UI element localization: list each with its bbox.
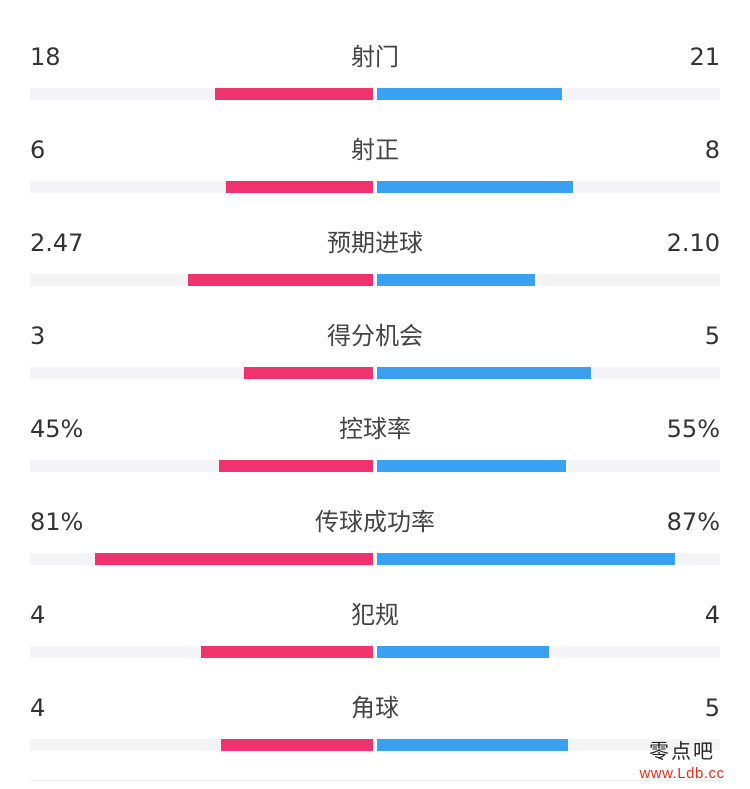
home-bar-track [30, 460, 373, 472]
stat-label: 传球成功率 [315, 508, 435, 536]
stat-row: 4 角球 5 [0, 657, 750, 751]
away-bar-track [377, 460, 720, 472]
stat-row: 3 得分机会 5 [0, 285, 750, 379]
stat-label: 射门 [351, 43, 399, 71]
away-bar-track [377, 646, 720, 658]
stat-label: 预期进球 [327, 229, 423, 257]
home-value: 45% [30, 415, 84, 443]
home-bar-fill [188, 274, 373, 286]
home-bar-track [30, 367, 373, 379]
home-value: 18 [30, 43, 61, 71]
away-bar-track [377, 553, 720, 565]
home-value: 4 [30, 601, 46, 629]
away-value: 55% [666, 415, 720, 443]
home-bar-track [30, 553, 373, 565]
bottom-divider [30, 780, 720, 781]
home-value: 4 [30, 694, 46, 722]
away-value: 4 [704, 601, 720, 629]
watermark-title: 零点吧 [649, 739, 715, 763]
away-bar-fill [377, 460, 566, 472]
home-bar-track [30, 181, 373, 193]
home-bar-track [30, 274, 373, 286]
stat-label: 角球 [351, 694, 399, 722]
away-bar-fill [377, 739, 568, 751]
home-bar-fill [221, 739, 373, 751]
away-bar-track [377, 274, 720, 286]
away-value: 87% [666, 508, 720, 536]
home-bar-fill [226, 181, 373, 193]
away-bar-track [377, 367, 720, 379]
away-bar-fill [377, 367, 591, 379]
away-bar-track [377, 739, 720, 751]
home-value: 2.47 [30, 229, 84, 257]
home-value: 81% [30, 508, 84, 536]
stat-row: 2.47 预期进球 2.10 [0, 192, 750, 286]
away-bar-fill [377, 553, 675, 565]
away-bar-fill [377, 274, 535, 286]
away-bar-fill [377, 646, 549, 658]
home-bar-fill [244, 367, 373, 379]
away-value: 2.10 [666, 229, 720, 257]
site-watermark: 零点吧 www.Ldb.cc [622, 738, 742, 784]
away-value: 5 [704, 322, 720, 350]
watermark-url: www.Ldb.cc [639, 765, 725, 782]
home-bar-track [30, 88, 373, 100]
stat-label: 犯规 [351, 601, 399, 629]
away-value: 8 [704, 136, 720, 164]
home-value: 3 [30, 322, 46, 350]
stat-label: 控球率 [339, 415, 411, 443]
away-bar-fill [377, 181, 573, 193]
stat-row: 18 射门 21 [0, 6, 750, 100]
away-value: 21 [689, 43, 720, 71]
away-value: 5 [704, 694, 720, 722]
stat-row: 6 射正 8 [0, 99, 750, 193]
home-bar-fill [95, 553, 373, 565]
home-value: 6 [30, 136, 46, 164]
stat-row: 81% 传球成功率 87% [0, 471, 750, 565]
stat-label: 得分机会 [327, 322, 423, 350]
home-bar-track [30, 646, 373, 658]
stat-label: 射正 [351, 136, 399, 164]
away-bar-track [377, 181, 720, 193]
stat-row: 45% 控球率 55% [0, 378, 750, 472]
home-bar-fill [215, 88, 373, 100]
home-bar-fill [201, 646, 373, 658]
away-bar-fill [377, 88, 562, 100]
stat-row: 4 犯规 4 [0, 564, 750, 658]
home-bar-fill [219, 460, 373, 472]
away-bar-track [377, 88, 720, 100]
home-bar-track [30, 739, 373, 751]
